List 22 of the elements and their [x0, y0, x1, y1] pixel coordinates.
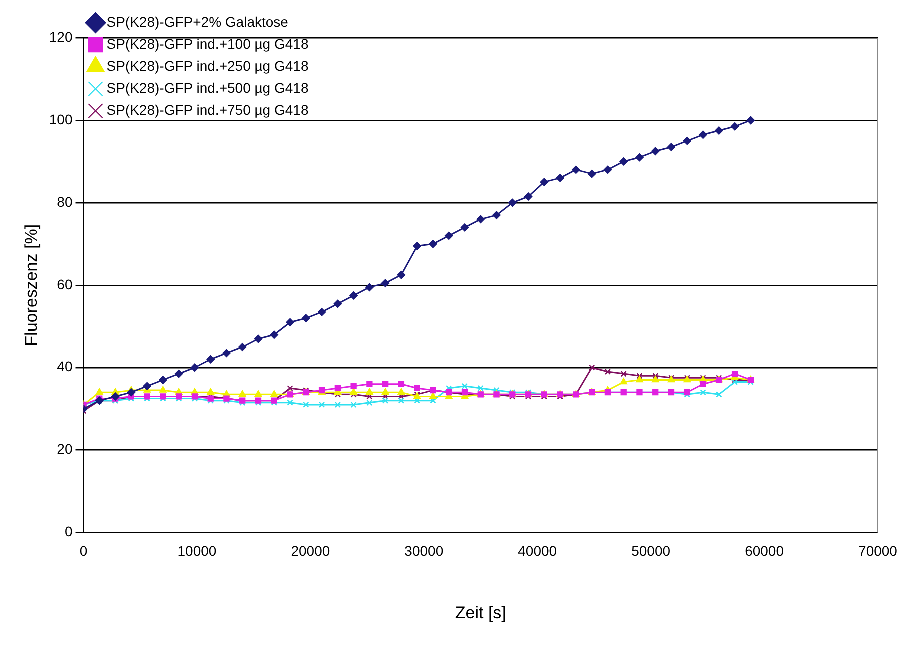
x-tick-label: 10000	[178, 543, 217, 560]
y-tick-label: 80	[57, 194, 73, 210]
legend-label: SP(K28)-GFP ind.+500 µg G418	[106, 80, 309, 96]
x-tick-label: 40000	[518, 543, 558, 560]
y-tick-label: 20	[57, 441, 73, 458]
legend-label: SP(K28)-GFP ind.+100 µg G418	[106, 36, 309, 52]
legend-label: SP(K28)-GFP ind.+750 µg G418	[106, 102, 309, 118]
x-axis-title: Zeit [s]	[455, 603, 506, 622]
y-tick-label: 40	[57, 358, 73, 375]
y-tick-label: 120	[49, 28, 73, 45]
x-tick-label: 20000	[291, 543, 330, 560]
x-tick-label: 70000	[858, 543, 898, 560]
legend-label: SP(K28)-GFP ind.+250 µg G418	[106, 58, 309, 74]
x-tick-label: 0	[80, 543, 88, 560]
x-tick-label: 30000	[404, 543, 444, 560]
y-tick-label: 0	[64, 524, 73, 540]
legend-label: SP(K28)-GFP+2% Galaktose	[106, 14, 289, 30]
x-tick-label: 60000	[745, 543, 784, 560]
y-axis-title: Fluoreszenz [%]	[22, 224, 41, 346]
x-tick-label: 50000	[632, 543, 671, 560]
y-tick-label: 100	[49, 111, 73, 128]
y-tick-label: 60	[57, 276, 73, 292]
